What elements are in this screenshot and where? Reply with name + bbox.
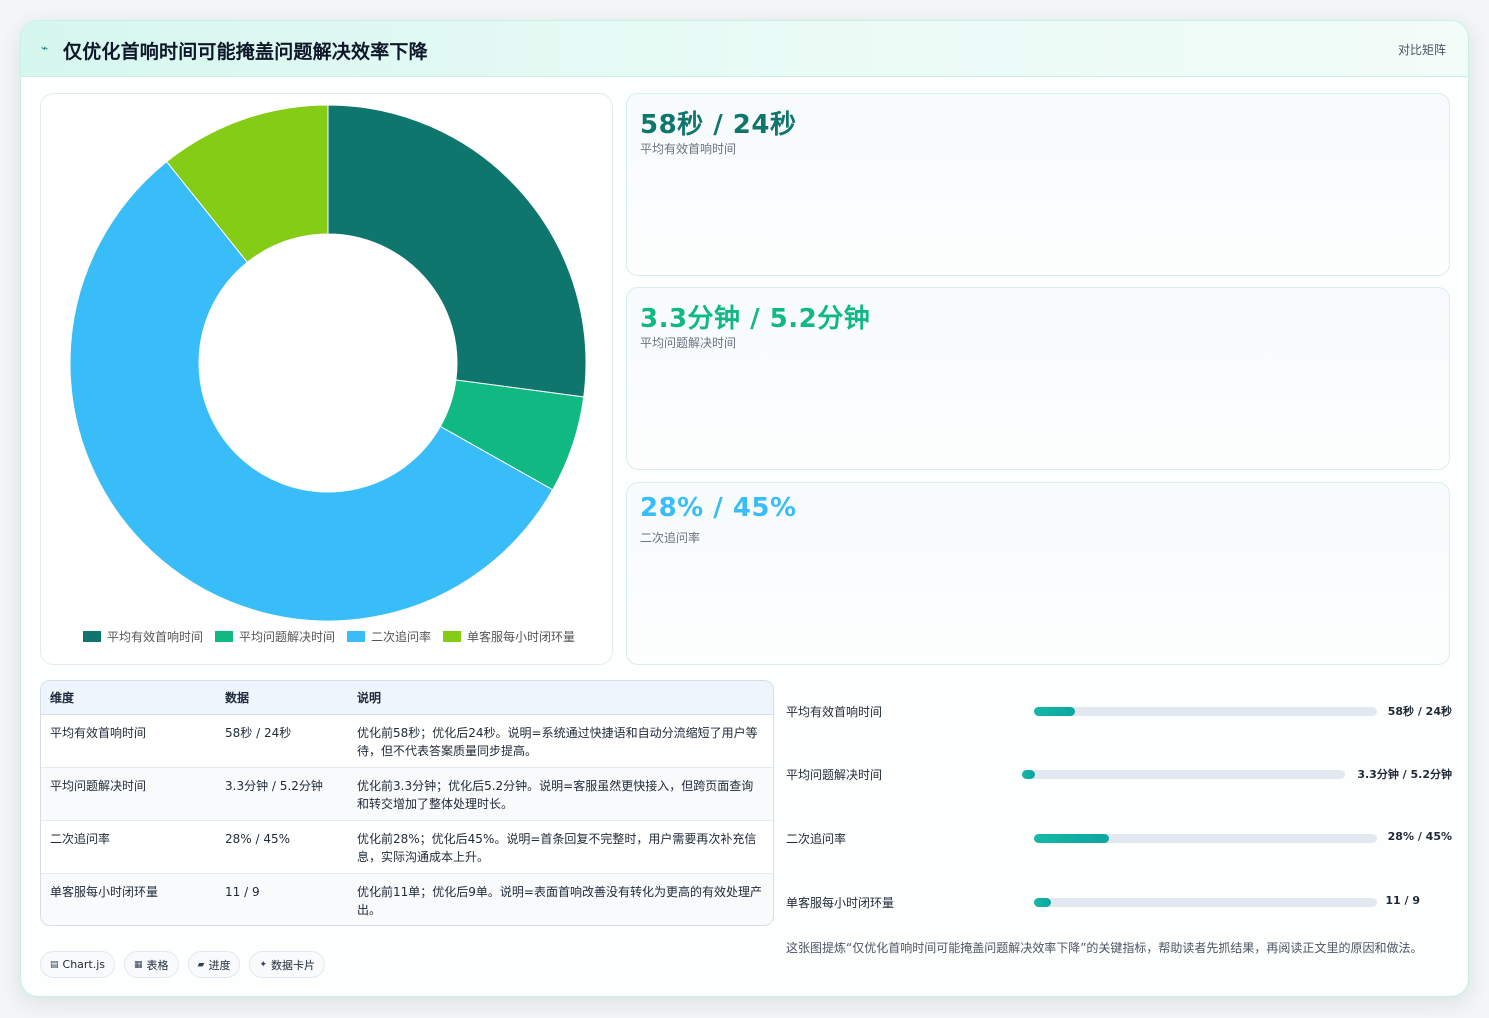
dashboard-card: ⌁ 仅优化首响时间可能掩盖问题解决效率下降 对比矩阵 平均有效首响时间 平均问题解… xyxy=(20,20,1469,997)
chip-label: 表格 xyxy=(146,958,169,972)
tech-chips: ▤ Chart.js ▦ 表格 ▰ 进度 ✦ 数据卡片 xyxy=(40,951,326,978)
chart-icon: ▤ xyxy=(50,959,59,970)
table-cell: 3.3分钟 / 5.2分钟 xyxy=(216,767,348,821)
chip-table[interactable]: ▦ 表格 xyxy=(124,951,179,978)
donut-slice-3[interactable] xyxy=(69,160,554,622)
legend-swatch xyxy=(347,630,366,642)
kpi-label: 二次追问率 xyxy=(640,531,701,545)
table-cell: 58秒 / 24秒 xyxy=(216,714,348,768)
progress-fill xyxy=(1034,834,1110,843)
legend-label: 平均有效首响时间 xyxy=(107,629,204,644)
table-cell: 优化前28%；优化后45%。说明=首条回复不完整时，用户需要再次补充信息，实际沟… xyxy=(348,820,773,874)
progress-value: 28% / 45% xyxy=(1387,830,1452,843)
progress-fill xyxy=(1034,707,1076,716)
header: ⌁ 仅优化首响时间可能掩盖问题解决效率下降 对比矩阵 xyxy=(21,21,1468,77)
sparkle-icon: ✦ xyxy=(259,959,268,970)
table-row: 单客服每小时闭环量 11 / 9 优化前11单；优化后9单。说明=表面首响改善没… xyxy=(41,873,773,925)
chip-label: 数据卡片 xyxy=(271,958,316,972)
table-cell: 平均有效首响时间 xyxy=(41,714,216,768)
legend-item[interactable]: 二次追问率 xyxy=(347,628,431,644)
legend-item[interactable]: 平均问题解决时间 xyxy=(215,628,335,644)
legend-swatch xyxy=(83,630,101,642)
table-row: 平均有效首响时间 58秒 / 24秒 优化前58秒；优化后24秒。说明=系统通过… xyxy=(41,714,773,768)
progress-fill xyxy=(1022,770,1035,779)
progress-row: 平均问题解决时间 3.3分钟 / 5.2分钟 xyxy=(786,764,1452,784)
chip-progress[interactable]: ▰ 进度 xyxy=(187,951,241,978)
progress-row: 二次追问率 28% / 45% xyxy=(786,828,1452,848)
legend-label: 单客服每小时闭环量 xyxy=(467,629,576,644)
chip-label: Chart.js xyxy=(62,958,106,971)
progress-value: 11 / 9 xyxy=(1385,894,1420,907)
kpi-card: 3.3分钟 / 5.2分钟 平均问题解决时间 xyxy=(626,287,1450,470)
progress-track xyxy=(1034,898,1377,907)
kpi-value: 28% / 45% xyxy=(640,493,797,523)
table-cell: 11 / 9 xyxy=(225,884,260,899)
progress-row: 单客服每小时闭环量 11 / 9 xyxy=(786,892,1452,912)
progress-label: 平均有效首响时间 xyxy=(786,705,883,719)
legend-item[interactable]: 单客服每小时闭环量 xyxy=(443,628,575,644)
legend-label: 平均问题解决时间 xyxy=(239,629,336,644)
chip-chartjs[interactable]: ▤ Chart.js xyxy=(40,951,116,978)
table-icon: ▦ xyxy=(134,959,143,970)
progress-fill xyxy=(1034,898,1052,907)
donut-slice-1[interactable] xyxy=(327,104,587,398)
table-cell: 优化前11单；优化后9单。说明=表面首响改善没有转化为更高的有效处理产出。 xyxy=(357,884,762,917)
kpi-label: 平均有效首响时间 xyxy=(640,142,737,156)
legend-label: 二次追问率 xyxy=(371,629,432,644)
view-tag[interactable]: 对比矩阵 xyxy=(1397,43,1446,57)
kpi-card: 58秒 / 24秒 平均有效首响时间 xyxy=(626,93,1450,276)
table-header-row: 维度 数据 说明 xyxy=(41,681,773,715)
progress-track xyxy=(1034,707,1377,716)
kpi-card: 28% / 45% 二次追问率 xyxy=(626,482,1450,665)
kpi-value: 58秒 / 24秒 xyxy=(640,110,797,140)
donut-slice-4[interactable] xyxy=(166,104,329,264)
kpi-label: 平均问题解决时间 xyxy=(640,336,737,350)
kpi-value: 3.3分钟 / 5.2分钟 xyxy=(640,304,871,334)
table-cell: 单客服每小时闭环量 xyxy=(50,884,159,899)
progress-label: 二次追问率 xyxy=(786,832,847,846)
legend-swatch xyxy=(443,630,462,642)
donut-chart xyxy=(69,104,587,622)
progress-track xyxy=(1022,770,1345,779)
donut-chart-panel: 平均有效首响时间 平均问题解决时间 二次追问率 单客服每小时闭环量 xyxy=(40,93,613,665)
column-header: 说明 xyxy=(348,681,773,715)
page-title: 仅优化首响时间可能掩盖问题解决效率下降 xyxy=(63,41,428,63)
chart-legend: 平均有效首响时间 平均问题解决时间 二次追问率 单客服每小时闭环量 xyxy=(83,628,575,644)
table-cell: 优化前3.3分钟；优化后5.2分钟。说明=客服虽然更快接入，但跨页面查询和转交增… xyxy=(348,767,773,821)
table-cell: 28% / 45% xyxy=(216,820,348,874)
progress-value: 3.3分钟 / 5.2分钟 xyxy=(1357,768,1452,781)
metrics-table: 维度 数据 说明 平均有效首响时间 58秒 / 24秒 优化前58秒；优化后24… xyxy=(40,680,774,926)
progress-row: 平均有效首响时间 58秒 / 24秒 xyxy=(786,701,1452,721)
progress-label: 单客服每小时闭环量 xyxy=(786,896,895,910)
chip-data-card[interactable]: ✦ 数据卡片 xyxy=(249,951,326,978)
table-cell: 优化前58秒；优化后24秒。说明=系统通过快捷语和自动分流缩短了用户等待，但不代… xyxy=(348,714,773,768)
table-cell: 平均问题解决时间 xyxy=(41,767,216,821)
legend-swatch xyxy=(215,630,234,642)
summary-note: 这张图提炼“仅优化首响时间可能掩盖问题解决效率下降”的关键指标，帮助读者先抓结果… xyxy=(786,941,1423,955)
legend-item[interactable]: 平均有效首响时间 xyxy=(83,628,203,644)
table-row: 二次追问率 28% / 45% 优化前28%；优化后45%。说明=首条回复不完整… xyxy=(41,820,773,874)
column-header: 维度 xyxy=(41,681,216,715)
progress-label: 平均问题解决时间 xyxy=(786,768,883,782)
progress-track xyxy=(1034,834,1377,843)
chip-label: 进度 xyxy=(208,958,231,972)
pulse-icon: ⌁ xyxy=(41,41,49,55)
table-cell: 二次追问率 xyxy=(41,820,216,874)
table-row: 平均问题解决时间 3.3分钟 / 5.2分钟 优化前3.3分钟；优化后5.2分钟… xyxy=(41,767,773,821)
progress-icon: ▰ xyxy=(197,959,205,970)
progress-value: 58秒 / 24秒 xyxy=(1387,705,1452,718)
column-header: 数据 xyxy=(216,681,348,715)
